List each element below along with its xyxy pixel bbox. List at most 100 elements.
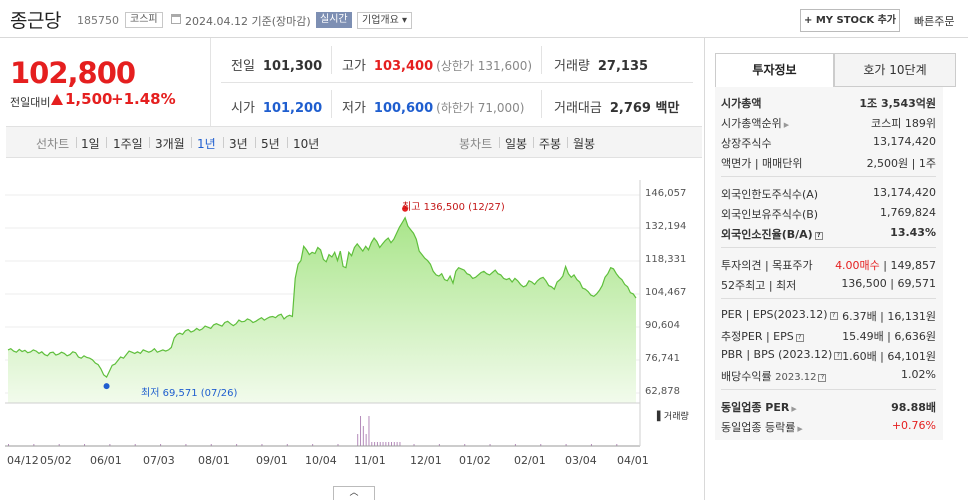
volume-bar (396, 442, 398, 446)
volume-bar (390, 442, 392, 446)
volume-bar (616, 444, 618, 446)
divider (541, 46, 542, 74)
y-tick-label: 62,878 (645, 386, 680, 397)
high-marker (402, 205, 409, 212)
x-tick-label: 10/04 (305, 454, 337, 467)
volume-bar (337, 444, 339, 446)
divider (721, 176, 936, 177)
change-label: 전일대비 (10, 96, 51, 109)
volume-bar (565, 444, 567, 446)
volume-bar (185, 444, 187, 446)
divider (533, 137, 534, 148)
volume-legend: ▌거래량 (657, 412, 689, 422)
tab-invest-info[interactable]: 투자정보 (715, 53, 834, 87)
help-icon[interactable]: ? (829, 312, 838, 320)
volume-bar (134, 444, 136, 446)
y-tick-label: 104,467 (645, 287, 687, 298)
volume-bar (84, 444, 86, 446)
volume-bar (33, 444, 35, 446)
y-tick-label: 118,331 (645, 254, 687, 265)
divider (331, 46, 332, 74)
quote-amount: 거래대금 2,769 백만 (554, 101, 680, 116)
chart-collapse-button[interactable]: ︿ (333, 486, 375, 500)
volume-bar (368, 416, 370, 446)
help-icon[interactable]: ? (814, 232, 823, 240)
volume-bar (590, 444, 592, 446)
realtime-badge[interactable]: 실시간 (316, 12, 352, 28)
volume-bar (160, 444, 162, 446)
price-area (8, 217, 636, 403)
line-chart-label: 선차트 (36, 137, 70, 151)
x-tick-label: 03/04 (565, 454, 597, 467)
period-10y[interactable]: 10년 (293, 137, 320, 151)
price-line (7, 216, 637, 379)
help-icon[interactable]: ? (834, 352, 843, 360)
stock-name: 종근당 (10, 10, 61, 32)
volume-bar (109, 444, 111, 446)
volume-bar (371, 442, 373, 446)
period-3y[interactable]: 3년 (229, 137, 248, 151)
quick-order-link[interactable]: 빠른주문 (914, 15, 955, 28)
volume-bar (393, 442, 395, 446)
period-bar: 선차트 1일 1주일 3개월 1년 3년 5년 10년 봉차트 일봉 주봉 월봉 (6, 126, 702, 158)
volume-bar (514, 444, 516, 446)
help-icon[interactable]: ? (795, 334, 804, 342)
price-chart[interactable]: 146,057 132,194 118,331 104,467 90,604 76,741… (0, 160, 704, 480)
quote-prev: 전일 101,300 (231, 59, 323, 74)
market-badge: 코스피 (125, 12, 163, 28)
help-icon[interactable]: ? (818, 374, 827, 382)
x-tick-label: 08/01 (198, 454, 230, 467)
period-1y[interactable]: 1년 (197, 137, 216, 151)
volume-bar (376, 442, 378, 446)
divider (499, 137, 500, 148)
period-1d[interactable]: 1일 (81, 137, 100, 151)
tab-orderbook[interactable]: 호가 10단계 (834, 53, 956, 87)
calendar-icon (171, 14, 181, 24)
volume-bar (362, 426, 364, 446)
company-overview-dropdown[interactable]: 기업개요 ▾ (357, 12, 412, 29)
invest-info-box: 시가총액 1조 3,543억원 시가총액순위 ▶ 코스피 189위 상장주식수 13,1… (715, 87, 943, 440)
x-tick-label: 09/01 (256, 454, 288, 467)
volume-bar (210, 444, 212, 446)
volume-bar (464, 444, 466, 446)
volume-bar (8, 444, 9, 446)
high-annotation: 최고 136,500 (12/27) (402, 202, 505, 213)
candle-chart-label: 봉차트 (459, 137, 493, 151)
divider (721, 298, 936, 299)
divider (567, 137, 568, 148)
price-chart-svg (5, 180, 641, 447)
volume-bar (489, 444, 491, 446)
y-tick-label: 76,741 (645, 353, 680, 364)
divider (223, 137, 224, 148)
volume-bar (236, 444, 238, 446)
volume-bar (399, 442, 401, 446)
volume-bar (365, 434, 367, 446)
x-tick-label: 01/02 (459, 454, 491, 467)
period-weekly[interactable]: 주봉 (539, 137, 562, 151)
divider (221, 82, 693, 83)
add-mystock-button[interactable]: + MY STOCK 추가 (800, 9, 900, 32)
up-triangle-icon (51, 94, 63, 105)
period-1w[interactable]: 1주일 (113, 137, 143, 151)
y-tick-label: 146,057 (645, 188, 687, 199)
volume-bar (540, 444, 542, 446)
x-tick-label: 05/02 (40, 454, 72, 467)
volume-bar (413, 444, 415, 446)
quote-volume: 거래량 27,135 (554, 59, 649, 74)
volume-bar (374, 442, 376, 446)
volume-bar (379, 442, 381, 446)
volume-bar (388, 442, 390, 446)
period-5y[interactable]: 5년 (261, 137, 280, 151)
period-3m[interactable]: 3개월 (155, 137, 185, 151)
stock-header: 종근당 185750 코스피 2024.04.12 기준(장마감) 실시간 기업… (0, 0, 968, 38)
x-tick-label: 12/01 (410, 454, 442, 467)
volume-bar (360, 416, 362, 446)
divider (721, 389, 936, 390)
y-tick-label: 90,604 (645, 320, 680, 331)
current-price: 102,800 (10, 56, 136, 90)
period-daily[interactable]: 일봉 (505, 137, 528, 151)
period-monthly[interactable]: 월봉 (573, 137, 596, 151)
low-marker (103, 383, 110, 390)
quote-high: 고가 103,400 (상한가 131,600) (342, 59, 533, 74)
divider (721, 247, 936, 248)
